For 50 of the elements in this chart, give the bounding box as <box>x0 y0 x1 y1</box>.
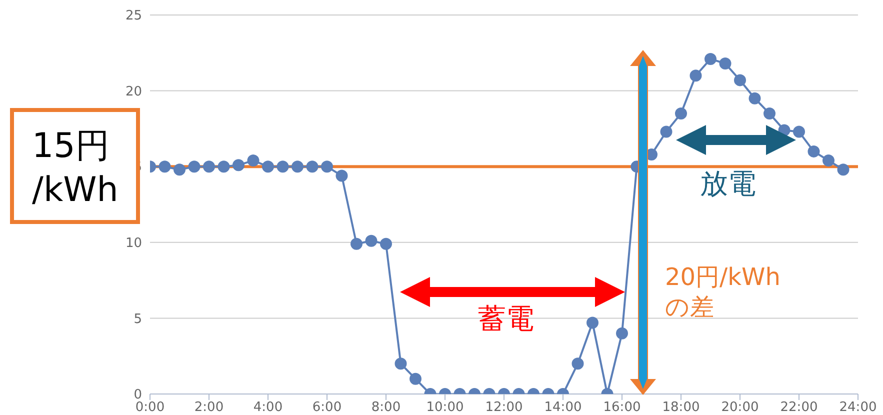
point <box>808 145 820 158</box>
point <box>232 159 244 172</box>
point <box>764 108 776 120</box>
point <box>793 126 805 138</box>
point <box>675 108 687 120</box>
x-tick-label: 22:00 <box>780 400 818 415</box>
point <box>306 160 318 173</box>
point <box>321 160 333 173</box>
x-tick-label: 12:00 <box>485 400 523 415</box>
x-tick-label: 4:00 <box>253 400 283 415</box>
annotation: 放電 <box>700 166 756 202</box>
x-tick-label: 10:00 <box>426 400 464 415</box>
x-tick-label: 18:00 <box>662 400 700 415</box>
x-tick-label: 20:00 <box>721 400 759 415</box>
point <box>822 154 834 167</box>
y-tick-label: 25 <box>125 8 142 24</box>
point <box>247 154 260 167</box>
point <box>837 164 850 176</box>
annotation: 20円/kWh の差 <box>665 262 780 322</box>
point <box>262 160 274 173</box>
ref-line-label: 15円 /kWh <box>32 125 118 212</box>
point <box>158 160 171 173</box>
y-tick-label: 10 <box>125 236 142 252</box>
y-tick-label: 20 <box>125 84 142 100</box>
y-tick-label: 5 <box>134 312 142 327</box>
x-tick-label: 2:00 <box>194 400 224 415</box>
annotation: 蓄電 <box>478 301 534 337</box>
point <box>380 238 392 250</box>
x-tick-label: 24:00 <box>839 400 877 415</box>
y-tick-label: 0 <box>134 388 142 403</box>
point <box>174 164 186 176</box>
x-tick-label: 6:00 <box>312 400 342 415</box>
x-tick-label: 16:00 <box>603 400 641 415</box>
point <box>704 52 716 65</box>
x-tick-label: 14:00 <box>544 400 582 415</box>
point <box>188 160 200 173</box>
point <box>748 92 761 104</box>
point <box>660 126 672 138</box>
point <box>690 70 702 82</box>
point <box>276 160 289 173</box>
point <box>350 238 362 250</box>
point <box>365 234 378 247</box>
point <box>734 74 746 86</box>
point <box>336 170 348 182</box>
x-tick-label: 0:00 <box>135 400 165 415</box>
point <box>292 160 304 173</box>
x-tick-label: 8:00 <box>371 400 401 415</box>
point <box>218 160 230 173</box>
point <box>719 58 732 70</box>
point <box>203 160 215 173</box>
